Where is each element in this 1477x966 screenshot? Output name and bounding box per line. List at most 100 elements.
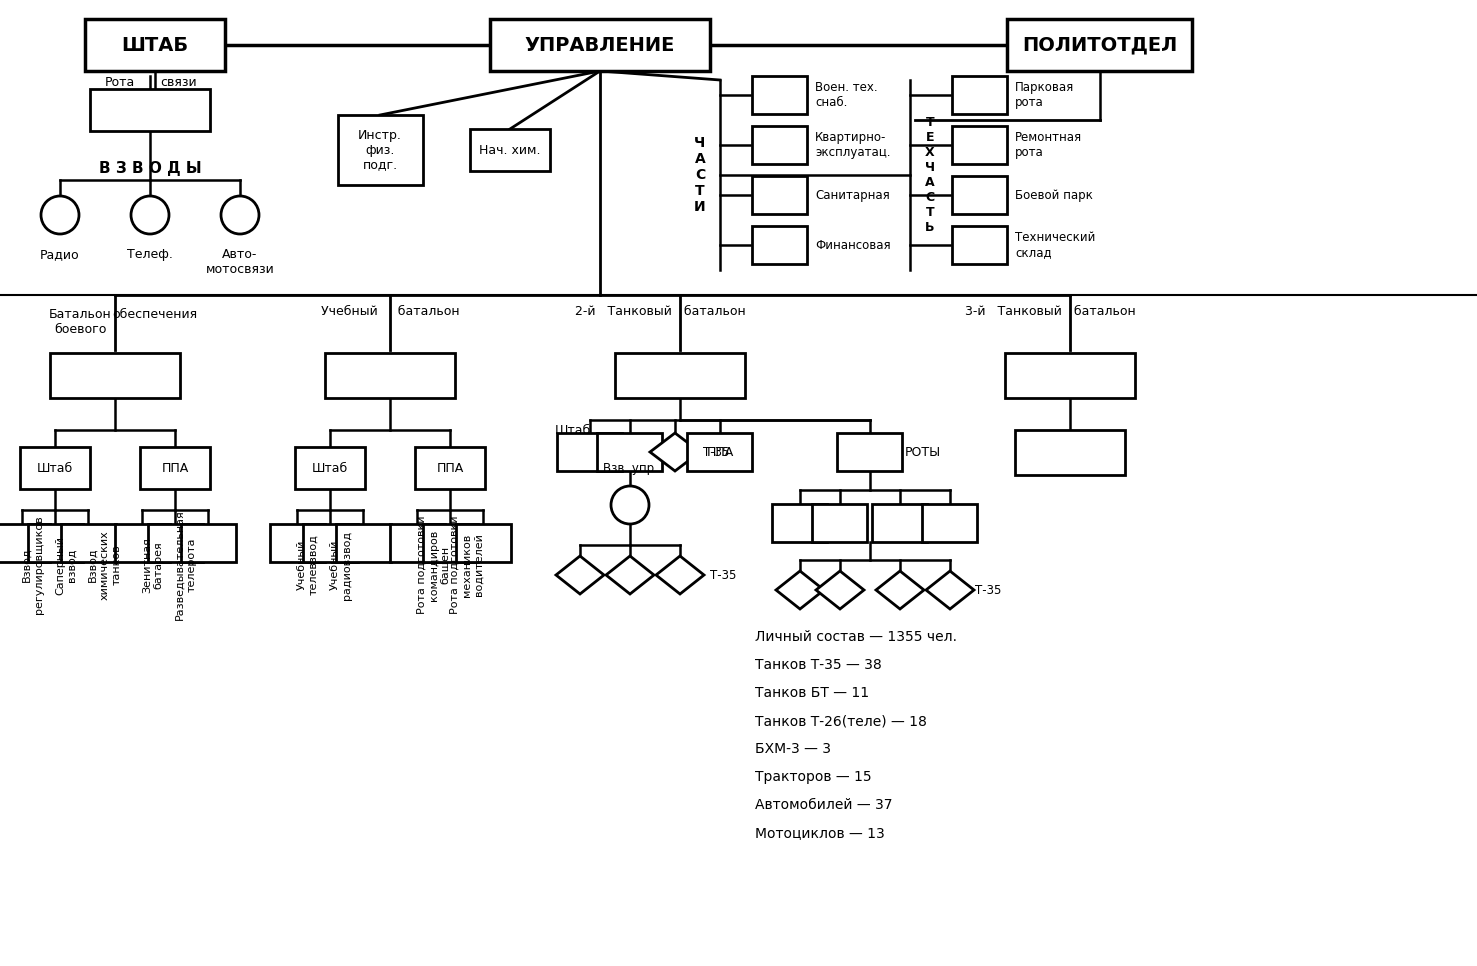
Bar	[415, 447, 484, 489]
Bar	[1007, 19, 1192, 71]
Text: 2-й   Танковый   батальон: 2-й Танковый батальон	[575, 305, 746, 318]
Text: Т-35: Т-35	[703, 445, 730, 459]
Text: Зенитная
батарея: Зенитная батарея	[142, 537, 164, 593]
Text: Танков Т-35 — 38: Танков Т-35 — 38	[755, 658, 882, 672]
Text: Инстр.
физ.
подг.: Инстр. физ. подг.	[357, 128, 402, 172]
Text: Боевой парк: Боевой парк	[1015, 188, 1093, 202]
Text: Санитарная: Санитарная	[815, 188, 889, 202]
Bar	[269, 524, 325, 562]
Bar	[86, 19, 225, 71]
Bar	[0, 524, 50, 562]
Text: Мотоциклов — 13: Мотоциклов — 13	[755, 826, 885, 840]
Text: Штаб: Штаб	[37, 462, 74, 474]
Bar	[752, 226, 808, 264]
Text: связи: связи	[160, 75, 196, 89]
Text: Квартирно-
эксплуатац.: Квартирно- эксплуатац.	[815, 131, 891, 159]
Bar	[923, 504, 978, 542]
Bar	[115, 524, 170, 562]
Bar	[470, 129, 549, 171]
Text: Танков Т-26(теле) — 18: Танков Т-26(теле) — 18	[755, 714, 928, 728]
Bar	[180, 524, 235, 562]
Polygon shape	[815, 571, 864, 609]
Circle shape	[131, 196, 168, 234]
Bar	[390, 524, 445, 562]
Bar	[557, 433, 622, 471]
Circle shape	[611, 486, 648, 524]
Text: 3-й   Танковый   батальон: 3-й Танковый батальон	[964, 305, 1136, 318]
Text: БХМ-3 — 3: БХМ-3 — 3	[755, 742, 832, 756]
Text: Штаб: Штаб	[312, 462, 349, 474]
Text: Т-35: Т-35	[975, 583, 1001, 596]
Bar	[687, 433, 752, 471]
Bar	[61, 524, 115, 562]
Text: Т
Е
Х
Ч
А
С
Т
Ь: Т Е Х Ч А С Т Ь	[925, 116, 935, 234]
Text: Финансовая: Финансовая	[815, 239, 891, 251]
Polygon shape	[606, 556, 654, 594]
Bar	[295, 447, 365, 489]
Text: УПРАВЛЕНИЕ: УПРАВЛЕНИЕ	[524, 36, 675, 54]
Bar	[614, 353, 744, 397]
Text: ППА: ППА	[706, 445, 734, 459]
Text: Воен. тех.
снаб.: Воен. тех. снаб.	[815, 81, 877, 109]
Text: Учебный     батальон: Учебный батальон	[321, 305, 459, 318]
Text: Рота подготовки
механиков
водителей: Рота подготовки механиков водителей	[450, 516, 483, 614]
Bar	[140, 447, 210, 489]
Text: Учебный
телевзвод: Учебный телевзвод	[297, 534, 319, 595]
Bar	[50, 353, 180, 397]
Text: РОТЫ: РОТЫ	[905, 445, 941, 459]
Text: Разведывательная
телерота: Разведывательная телерота	[174, 510, 196, 620]
Polygon shape	[775, 571, 824, 609]
Bar	[953, 76, 1007, 114]
Bar	[837, 433, 902, 471]
Text: Телеф.: Телеф.	[127, 248, 173, 261]
Bar	[953, 226, 1007, 264]
Polygon shape	[876, 571, 925, 609]
Bar	[752, 126, 808, 164]
Text: ППА: ППА	[436, 462, 464, 474]
Text: Саперный
взвод: Саперный взвод	[55, 535, 77, 594]
Bar	[953, 176, 1007, 214]
Bar	[752, 176, 808, 214]
Bar	[303, 524, 357, 562]
Text: ПОЛИТОТДЕЛ: ПОЛИТОТДЕЛ	[1022, 36, 1177, 54]
Text: Учебный
радиовзвод: Учебный радиовзвод	[329, 530, 352, 600]
Text: Авто-
мотосвязи: Авто- мотосвязи	[205, 248, 275, 276]
Text: Парковая
рота: Парковая рота	[1015, 81, 1074, 109]
Text: ШТАБ: ШТАБ	[121, 36, 189, 54]
Circle shape	[41, 196, 78, 234]
Text: обеспечения: обеспечения	[112, 308, 198, 321]
Text: Батальон
боевого: Батальон боевого	[49, 308, 111, 336]
Bar	[90, 89, 210, 131]
Text: Взвод
химических
танков: Взвод химических танков	[89, 530, 121, 600]
Bar	[812, 504, 867, 542]
Text: Ч
А
С
Т
И: Ч А С Т И	[694, 135, 706, 214]
Bar	[1004, 353, 1134, 397]
Bar	[772, 504, 827, 542]
Text: Танков БТ — 11: Танков БТ — 11	[755, 686, 868, 700]
Bar	[752, 76, 808, 114]
Text: Ремонтная
рота: Ремонтная рота	[1015, 131, 1083, 159]
Polygon shape	[650, 433, 700, 471]
Text: ППА: ППА	[161, 462, 189, 474]
Bar	[598, 433, 663, 471]
Bar	[422, 524, 477, 562]
Bar	[148, 524, 202, 562]
Text: Рота подготовки
командиров
башен: Рота подготовки командиров башен	[417, 516, 450, 614]
Bar	[21, 447, 90, 489]
Text: Нач. хим.: Нач. хим.	[479, 144, 541, 156]
Bar	[873, 504, 928, 542]
Polygon shape	[555, 556, 604, 594]
Bar	[28, 524, 83, 562]
Text: Тракторов — 15: Тракторов — 15	[755, 770, 871, 784]
Bar	[335, 524, 390, 562]
Text: Взвод
регулировщиков: Взвод регулировщиков	[22, 516, 44, 614]
Bar	[1015, 430, 1125, 474]
Text: Радио: Радио	[40, 248, 80, 261]
Text: Штаб: Штаб	[555, 423, 591, 437]
Bar	[953, 126, 1007, 164]
Text: Автомобилей — 37: Автомобилей — 37	[755, 798, 892, 812]
Text: Взв. упр.: Взв. упр.	[603, 462, 657, 474]
Text: Технический
склад: Технический склад	[1015, 231, 1096, 259]
Bar	[325, 353, 455, 397]
Circle shape	[222, 196, 258, 234]
